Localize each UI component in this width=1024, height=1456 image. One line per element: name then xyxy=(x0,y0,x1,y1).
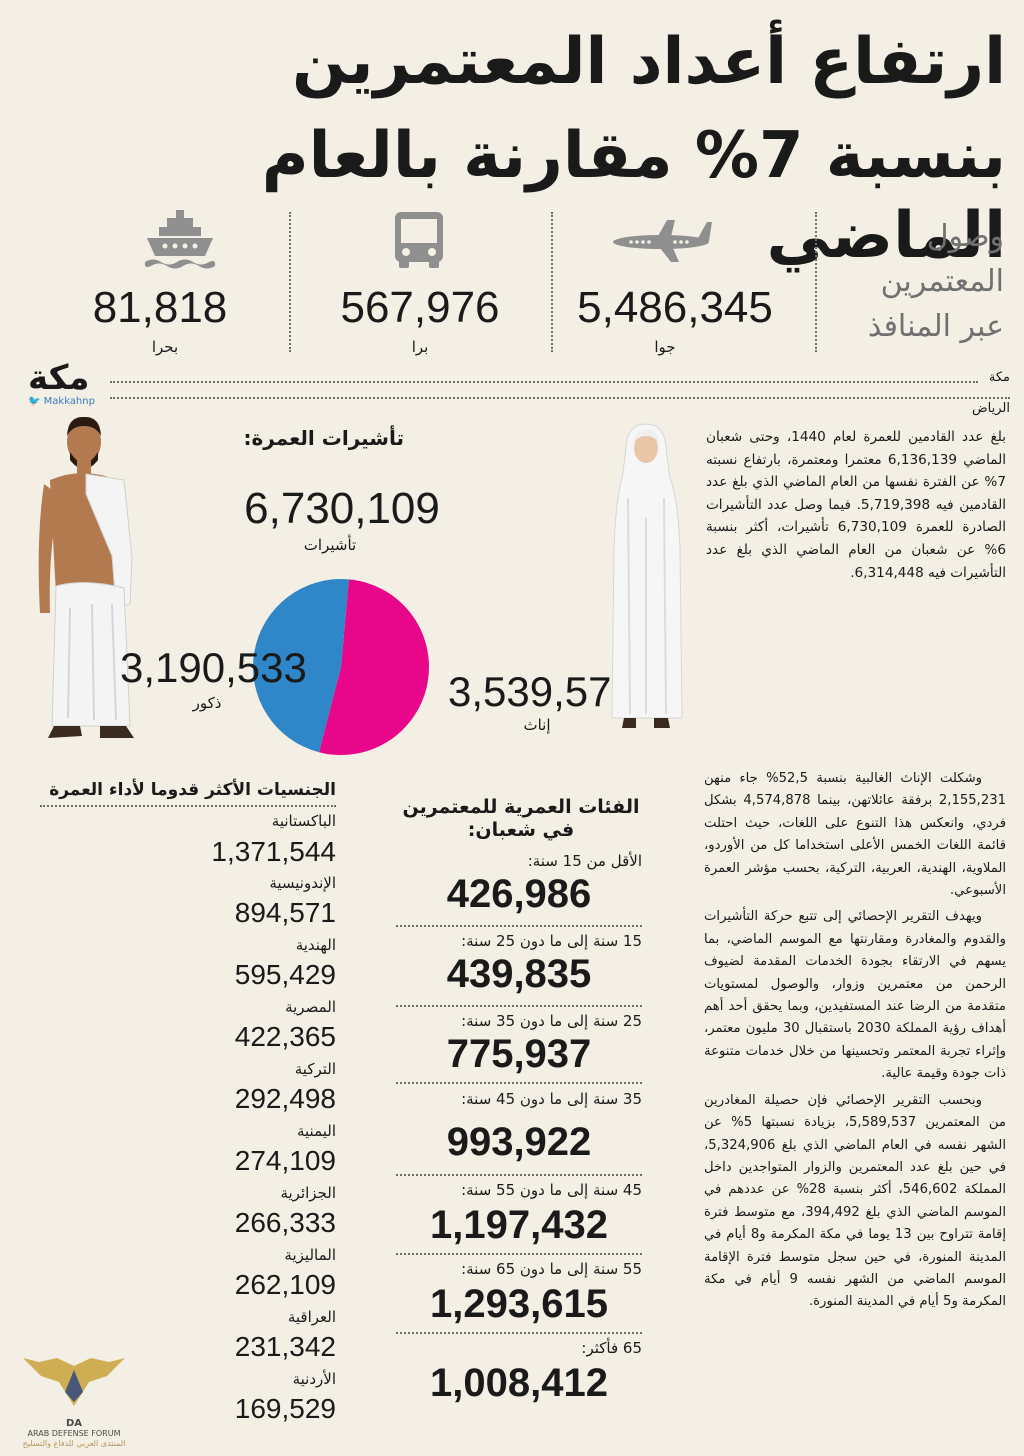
divider xyxy=(396,925,642,927)
arrivals-sea-label: بحرا xyxy=(151,338,179,356)
divider xyxy=(815,212,817,352)
age-group-value: 775,937 xyxy=(446,1032,592,1076)
nationality-name: العراقية xyxy=(287,1308,336,1326)
arrivals-land-label: برا xyxy=(411,338,429,356)
city-makkah: مكة xyxy=(988,370,1010,385)
headline-line-2: بنسبة 7% مقارنة بالعام الماضي xyxy=(261,119,1007,273)
body-paragraph-3: وبحسب التقرير الإحصائي فإن حصيلة المغادر… xyxy=(704,1092,1007,1310)
visas-female-label: إناث xyxy=(523,716,551,734)
nationality-value: 894,571 xyxy=(234,897,336,928)
arrivals-title-line-2: المعتمرين xyxy=(880,264,1004,299)
nationality-value: 169,529 xyxy=(234,1393,336,1424)
age-group-label: 65 فأكثر: xyxy=(581,1339,642,1357)
arrivals-title: وصول المعتمرين عبر المنافذ xyxy=(844,214,1004,349)
age-group-value: 1,008,412 xyxy=(430,1361,608,1405)
visas-female-value: 3,539,576 xyxy=(448,668,635,715)
headline-line-1: ارتفاع أعداد المعتمرين xyxy=(291,25,1007,99)
age-group-label: 45 سنة إلى ما دون 55 سنة: xyxy=(461,1181,642,1199)
watermark-arabic: المنتدى العربي للدفاع والتسليح xyxy=(22,1439,126,1448)
age-group-value: 426,986 xyxy=(446,872,592,916)
arrivals-land-value: 567,976 xyxy=(340,283,500,332)
body-text-column: وشكلت الإناث الغالبية بنسبة 52,5% جاء من… xyxy=(704,768,1006,1314)
age-group-value: 1,197,432 xyxy=(430,1203,608,1247)
visas-pie-chart xyxy=(252,579,429,755)
female-pilgrim-illustration xyxy=(611,423,683,728)
visas-total-value: 6,730,109 xyxy=(244,484,440,533)
age-groups-title: الفئات العمرية للمعتمرين في شعبان: xyxy=(396,796,646,842)
visas-total-label: تأشيرات xyxy=(303,536,357,554)
twitter-handle: 🐦 Makkahnp xyxy=(28,396,95,407)
watermark-mark: DA xyxy=(65,1418,83,1429)
nationality-name: الماليزية xyxy=(284,1246,336,1264)
age-groups-title-line-1: الفئات العمرية للمعتمرين xyxy=(402,796,640,818)
nationality-value: 266,333 xyxy=(234,1207,336,1238)
bus-icon xyxy=(395,212,443,268)
visas-title: تأشيرات العمرة: xyxy=(243,426,404,450)
ship-icon xyxy=(145,210,215,269)
nationality-value: 1,371,544 xyxy=(211,836,336,867)
divider xyxy=(551,212,553,352)
twitter-handle-text: Makkahnp xyxy=(43,396,95,407)
city-riyadh: الرياض xyxy=(971,401,1010,416)
nationality-name: الهندية xyxy=(295,936,336,954)
body-paragraph-2: ويهدف التقرير الإحصائي إلى تتبع حركة الت… xyxy=(704,909,1006,1082)
age-group-value: 1,293,615 xyxy=(430,1282,608,1326)
nationality-value: 262,109 xyxy=(234,1269,336,1300)
age-group-value: 993,922 xyxy=(446,1120,592,1164)
divider xyxy=(396,1005,642,1007)
age-group-label: الأقل من 15 سنة: xyxy=(527,852,642,870)
divider xyxy=(396,1253,642,1255)
nationality-name: التركية xyxy=(294,1060,336,1078)
age-group-label: 55 سنة إلى ما دون 65 سنة: xyxy=(461,1260,642,1278)
visas-male-value: 3,190,533 xyxy=(120,644,307,691)
eagle-emblem-icon xyxy=(23,1358,125,1406)
age-group-label: 35 سنة إلى ما دون 45 سنة: xyxy=(461,1090,642,1108)
divider xyxy=(110,397,1010,399)
pie-slice-female xyxy=(318,579,429,755)
nationality-name: الإندونيسية xyxy=(269,874,336,892)
nationality-name: الأردنية xyxy=(292,1370,336,1388)
arrivals-air-value: 5,486,345 xyxy=(577,283,773,332)
nationality-name: المصرية xyxy=(285,998,336,1016)
arrivals-air-label: جوا xyxy=(654,338,676,356)
nationality-value: 231,342 xyxy=(234,1331,336,1362)
body-paragraph-1: وشكلت الإناث الغالبية بنسبة 52,5% جاء من… xyxy=(704,771,1006,899)
divider xyxy=(396,1174,642,1176)
nationality-value: 292,498 xyxy=(234,1083,336,1114)
male-pilgrim-illustration xyxy=(38,416,134,738)
divider xyxy=(289,212,291,352)
nationality-name: اليمنية xyxy=(296,1122,336,1140)
nationality-name: الباكستانية xyxy=(271,812,336,830)
age-group-value: 439,835 xyxy=(446,952,592,996)
age-groups-title-line-2: في شعبان: xyxy=(467,819,575,841)
visas-male-label: ذكور xyxy=(192,694,222,712)
nationality-value: 595,429 xyxy=(234,959,336,990)
arrivals-sea-value: 81,818 xyxy=(92,283,228,332)
watermark-english: ARAB DEFENSE FORUM xyxy=(27,1429,121,1438)
arrivals-title-line-1: وصول xyxy=(926,219,1004,254)
airplane-icon xyxy=(613,220,712,262)
pie-slice-male xyxy=(252,579,349,753)
forum-watermark: DA ARAB DEFENSE FORUM المنتدى العربي للد… xyxy=(14,1356,134,1452)
nationality-value: 422,365 xyxy=(234,1021,336,1052)
arrivals-title-line-3: عبر المنافذ xyxy=(867,309,1004,344)
twitter-bird-icon: 🐦 xyxy=(28,396,41,407)
age-group-label: 25 سنة إلى ما دون 35 سنة: xyxy=(461,1012,642,1030)
nationality-name: الجزائرية xyxy=(280,1184,336,1202)
makkah-logo: مكة xyxy=(28,358,90,398)
divider xyxy=(40,805,336,807)
nationality-value: 274,109 xyxy=(234,1145,336,1176)
divider xyxy=(396,1332,642,1334)
divider xyxy=(110,381,978,383)
divider xyxy=(396,1082,642,1084)
intro-paragraph: بلغ عدد القادمين للعمرة لعام 1440، وحتى … xyxy=(706,429,1006,581)
nationalities-title: الجنسيات الأكثر قدوما لأداء العمرة xyxy=(49,780,336,800)
age-group-label: 15 سنة إلى ما دون 25 سنة: xyxy=(461,932,642,950)
